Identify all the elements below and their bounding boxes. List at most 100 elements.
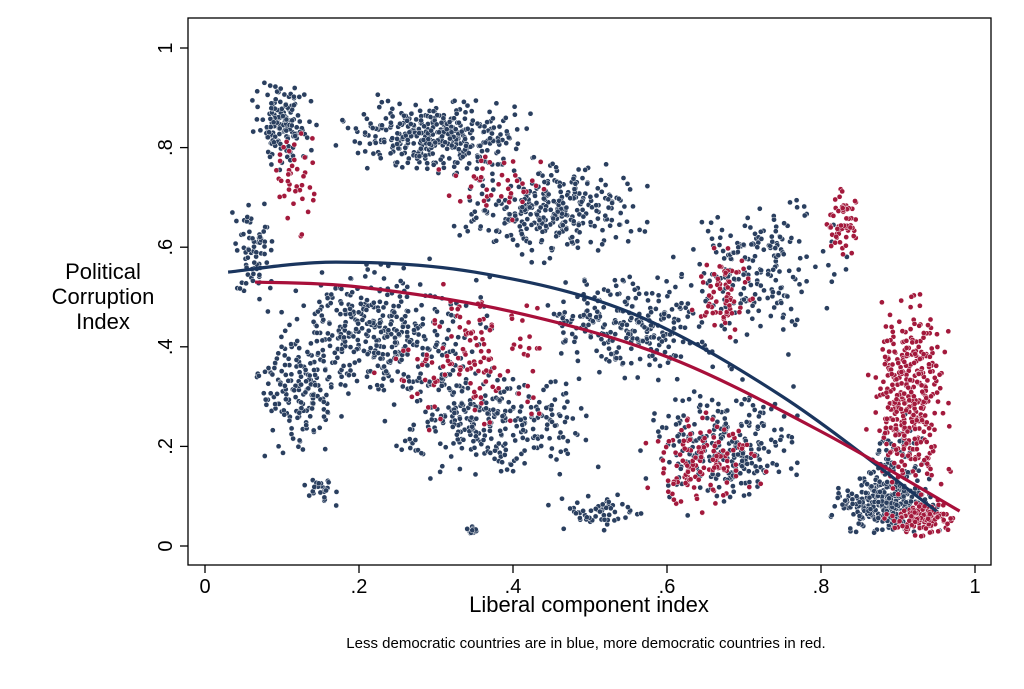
data-point — [756, 413, 762, 420]
data-point — [660, 470, 667, 476]
data-point — [623, 335, 630, 341]
data-point — [434, 332, 440, 338]
data-point — [490, 124, 497, 131]
data-point — [481, 427, 487, 433]
data-point — [301, 154, 308, 161]
data-point — [935, 501, 942, 508]
data-point — [857, 475, 863, 482]
data-point — [722, 420, 729, 427]
data-point — [550, 215, 557, 222]
data-point — [413, 307, 419, 313]
data-point — [432, 428, 439, 435]
data-point — [637, 356, 643, 362]
data-point — [661, 310, 668, 317]
data-point — [443, 126, 450, 133]
data-point — [687, 476, 694, 483]
data-point — [589, 318, 596, 324]
data-point — [711, 322, 718, 329]
data-point — [466, 194, 473, 200]
data-point — [375, 307, 382, 314]
data-point — [775, 252, 782, 259]
data-point — [571, 186, 578, 193]
data-point — [310, 392, 317, 398]
data-point — [448, 333, 455, 340]
data-point — [459, 153, 466, 160]
data-point — [438, 119, 445, 126]
data-point — [786, 267, 793, 274]
data-point — [709, 235, 715, 242]
data-point — [478, 157, 485, 164]
data-point — [294, 414, 301, 421]
data-point — [579, 175, 586, 181]
data-point — [580, 312, 587, 318]
data-point — [665, 343, 672, 350]
data-point — [914, 446, 920, 452]
data-point — [286, 148, 293, 154]
data-point — [613, 355, 620, 362]
data-point — [916, 322, 923, 329]
data-point — [673, 462, 680, 469]
data-point — [513, 455, 520, 462]
data-point — [300, 302, 307, 309]
data-point — [359, 317, 366, 323]
data-point — [752, 430, 759, 437]
data-point — [920, 351, 927, 358]
data-point — [830, 212, 837, 219]
data-point — [669, 306, 675, 313]
data-point — [347, 344, 354, 350]
data-point — [428, 127, 434, 134]
data-point — [912, 456, 919, 463]
data-point — [596, 369, 603, 376]
data-point — [884, 415, 890, 422]
data-point — [890, 485, 896, 492]
data-point — [724, 450, 731, 457]
data-point — [296, 409, 303, 416]
data-point — [672, 284, 679, 290]
data-point — [812, 263, 819, 270]
data-point — [679, 397, 686, 404]
data-point — [422, 409, 429, 415]
data-point — [295, 443, 302, 450]
data-point — [898, 369, 905, 375]
data-point — [404, 159, 411, 166]
data-point — [400, 323, 406, 330]
data-point — [536, 345, 543, 352]
data-point — [325, 479, 332, 486]
data-point — [399, 164, 406, 171]
data-point — [429, 411, 436, 418]
data-point — [750, 402, 756, 409]
data-point — [557, 412, 564, 419]
data-point — [369, 125, 376, 131]
data-point — [751, 452, 758, 459]
data-point — [945, 526, 951, 533]
data-point — [328, 291, 335, 298]
data-point — [886, 495, 893, 502]
data-point — [402, 144, 409, 151]
data-point — [716, 263, 723, 270]
data-point — [771, 427, 778, 433]
data-point — [923, 525, 929, 532]
data-point — [937, 385, 944, 392]
data-point — [325, 330, 331, 337]
data-point — [621, 375, 628, 381]
data-point — [510, 404, 517, 410]
data-point — [720, 248, 726, 254]
data-point — [946, 466, 952, 473]
data-point — [911, 401, 918, 407]
data-point — [447, 135, 453, 142]
data-point — [392, 339, 398, 346]
data-point — [511, 103, 518, 110]
data-point — [710, 289, 717, 295]
data-point — [427, 114, 434, 120]
data-point — [250, 128, 257, 135]
data-point — [756, 296, 763, 302]
data-point — [310, 427, 317, 434]
data-point — [825, 262, 832, 269]
data-point — [769, 238, 776, 245]
data-point — [537, 159, 544, 165]
data-point — [299, 195, 306, 202]
data-point — [946, 423, 953, 430]
data-point — [580, 508, 586, 514]
data-point — [941, 349, 948, 355]
data-point — [927, 529, 933, 536]
